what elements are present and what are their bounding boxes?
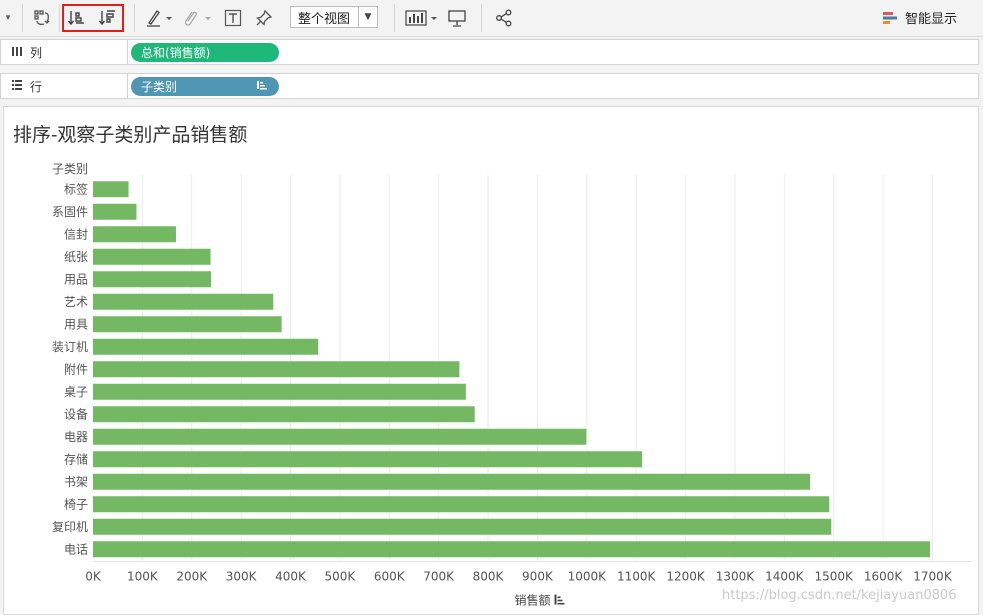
x-tick-label: 400K: [275, 570, 307, 584]
toolbar-separator: [134, 4, 135, 32]
x-tick-label: 100K: [127, 570, 159, 584]
x-tick-label: 500K: [325, 570, 357, 584]
category-label: 电话: [64, 542, 88, 556]
sheet-title: 排序-观察子类别产品销售额: [13, 124, 248, 146]
sales-sum-pill[interactable]: 总和(销售额): [131, 43, 279, 62]
bar-5: [93, 293, 274, 310]
bar-3: [93, 248, 211, 265]
paperclip-icon[interactable]: [180, 6, 212, 30]
x-tick-label: 1600K: [864, 570, 904, 584]
sort-indicator-icon: [257, 80, 267, 93]
bar-15: [93, 518, 832, 535]
x-tick-label: 600K: [374, 570, 406, 584]
toolbar-separator: [481, 4, 482, 32]
rows-label-text: 行: [30, 79, 43, 94]
show-me-label: 智能显示: [904, 12, 957, 27]
view-size-select[interactable]: 整个视图 ▼: [290, 6, 378, 28]
view-size-value: 整个视图: [298, 11, 351, 27]
bar-2: [93, 226, 176, 243]
bar-10: [93, 406, 475, 423]
x-tick-label: 900K: [522, 570, 554, 584]
worksheet: 排序-观察子类别产品销售额 子类别标签系固件信封纸张用品艺术用具装订机附件桌子设…: [3, 106, 979, 615]
y-axis-header: 子类别: [52, 162, 88, 176]
category-label: 标签: [64, 181, 88, 196]
bar-1: [93, 203, 137, 220]
rows-shelf[interactable]: 行 子类别: [0, 73, 979, 99]
toolbar-separator: [22, 4, 23, 32]
category-label: 附件: [64, 362, 88, 376]
category-label: 用具: [64, 317, 88, 331]
rows-icon: [10, 79, 24, 94]
show-me-bar-icon[interactable]: [404, 6, 438, 30]
bar-chart: 子类别标签系固件信封纸张用品艺术用具装订机附件桌子设备电器存储书架椅子复印机电话…: [52, 162, 972, 608]
bar-11: [93, 428, 587, 445]
x-tick-label: 700K: [423, 570, 455, 584]
x-tick-label: 1500K: [815, 570, 855, 584]
columns-shelf-label: 列: [1, 40, 128, 64]
x-tick-label: 1400K: [765, 570, 805, 584]
subcategory-pill[interactable]: 子类别: [131, 77, 279, 96]
sort-buttons-highlight: [62, 4, 124, 32]
bar-0: [93, 181, 129, 198]
toolbar-separator: [394, 4, 395, 32]
category-label: 用品: [64, 272, 88, 286]
x-tick-label: 1700K: [913, 570, 953, 584]
show-me-button[interactable]: 智能显示: [882, 8, 957, 27]
category-label: 系固件: [52, 205, 88, 219]
columns-shelf[interactable]: 列 总和(销售额): [0, 39, 979, 65]
category-label: 设备: [64, 407, 88, 421]
presentation-icon[interactable]: [445, 6, 469, 30]
toolbar: ▾ 整个视图 ▼ 智能显示: [0, 0, 983, 37]
dropdown-arrow-icon[interactable]: ▾: [5, 13, 11, 23]
text-label-icon[interactable]: [222, 6, 244, 30]
category-label: 桌子: [64, 385, 88, 399]
bar-4: [93, 271, 212, 288]
x-axis-label: 销售额: [514, 593, 550, 608]
bar-9: [93, 383, 466, 400]
highlight-icon[interactable]: [144, 6, 174, 30]
category-label: 信封: [64, 227, 88, 241]
columns-icon: [10, 45, 24, 60]
watermark: https://blog.csdn.net/kejiayuan0806: [722, 588, 957, 603]
sort-descending-icon[interactable]: [97, 6, 119, 30]
x-tick-label: 200K: [176, 570, 208, 584]
show-me-icon: [882, 11, 897, 24]
toolbar-separator: [59, 4, 60, 32]
category-label: 存储: [64, 451, 88, 466]
category-label: 电器: [64, 430, 88, 444]
sort-ascending-icon[interactable]: [66, 6, 88, 30]
subcategory-pill-text: 子类别: [141, 80, 178, 94]
x-tick-label: 800K: [473, 570, 505, 584]
x-tick-label: 300K: [226, 570, 258, 584]
swap-axes-icon[interactable]: [32, 6, 52, 30]
category-label: 复印机: [52, 520, 88, 534]
x-tick-label: 1000K: [568, 570, 608, 584]
chevron-down-icon[interactable]: ▼: [358, 7, 377, 27]
x-tick-label: 1100K: [617, 570, 657, 584]
x-tick-label: 0K: [85, 570, 102, 584]
bar-12: [93, 451, 643, 468]
bar-16: [93, 541, 931, 558]
category-label: 纸张: [64, 250, 88, 264]
category-label: 书架: [64, 475, 88, 489]
pin-icon[interactable]: [253, 6, 275, 30]
columns-label-text: 列: [30, 45, 43, 60]
x-tick-label: 1200K: [666, 570, 706, 584]
sales-sum-pill-text: 总和(销售额): [141, 46, 211, 60]
bar-13: [93, 473, 811, 490]
share-icon[interactable]: [492, 6, 516, 30]
rows-shelf-label: 行: [1, 74, 128, 98]
category-label: 艺术: [64, 295, 88, 309]
x-tick-label: 1300K: [716, 570, 756, 584]
bar-8: [93, 361, 460, 378]
axis-sort-icon[interactable]: [554, 594, 565, 605]
bar-6: [93, 316, 282, 333]
bar-14: [93, 496, 830, 513]
bar-7: [93, 338, 319, 355]
category-label: 椅子: [64, 497, 88, 511]
category-label: 装订机: [52, 340, 88, 354]
